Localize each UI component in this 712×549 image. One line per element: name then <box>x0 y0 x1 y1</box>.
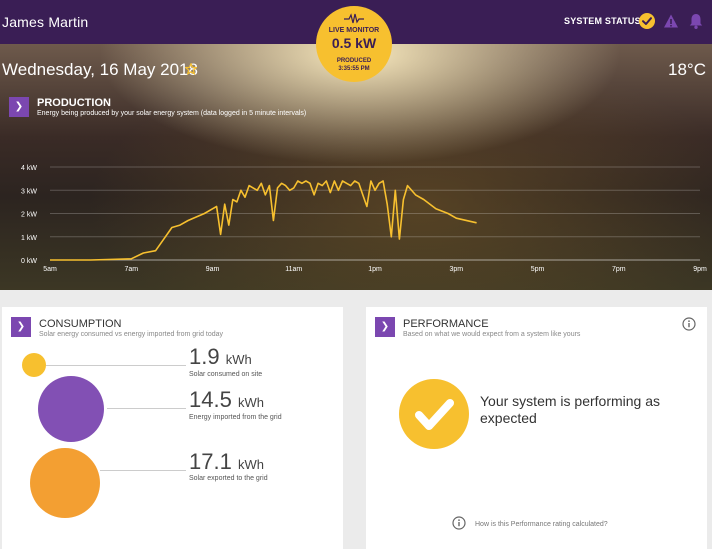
live-monitor-value: 0.5 kW <box>331 35 377 51</box>
user-name[interactable]: James Martin <box>2 14 89 30</box>
current-date: Wednesday, 16 May 2018 <box>2 60 198 79</box>
grid-import-bubble <box>38 376 104 442</box>
star-icon[interactable] <box>185 63 197 75</box>
pulse-icon <box>344 13 364 24</box>
value-unit: kWh <box>225 352 252 367</box>
value-number: 17.1 <box>189 449 232 474</box>
y-tick-label: 2 kW <box>21 212 37 219</box>
y-tick-label: 0 kW <box>21 258 37 265</box>
x-tick-label: 5am <box>43 266 57 273</box>
info-icon[interactable] <box>452 516 466 530</box>
live-monitor-badge[interactable]: LIVE MONITOR 0.5 kW PRODUCED 3:35:55 PM <box>316 6 392 82</box>
bell-icon[interactable] <box>688 12 704 30</box>
x-tick-label: 11am <box>285 266 302 273</box>
consumption-card: ❯ CONSUMPTION Solar energy consumed vs e… <box>2 307 343 549</box>
connector-line <box>100 470 186 471</box>
consumption-title: CONSUMPTION <box>39 318 122 330</box>
x-tick-label: 7am <box>124 266 138 273</box>
info-icon[interactable] <box>682 317 696 331</box>
system-status-label[interactable]: SYSTEM STATUS <box>564 16 641 26</box>
connector-line <box>46 365 186 366</box>
produced-time: 3:35:55 PM <box>338 66 370 72</box>
x-tick-label: 3pm <box>449 266 463 273</box>
x-tick-label: 9pm <box>693 266 707 273</box>
x-tick-label: 1pm <box>368 266 382 273</box>
production-subtitle: Energy being produced by your solar ener… <box>37 110 307 117</box>
temperature: 18°C <box>668 60 706 79</box>
production-series-line <box>50 180 477 261</box>
warning-icon[interactable] <box>663 13 679 29</box>
check-circle-icon[interactable] <box>639 13 655 29</box>
y-tick-label: 3 kW <box>21 188 37 195</box>
x-tick-label: 5pm <box>531 266 545 273</box>
grid-import-label: Energy imported from the grid <box>189 414 282 421</box>
consumption-expand-button[interactable]: ❯ <box>11 317 31 337</box>
chevron-right-icon: ❯ <box>16 321 26 332</box>
production-title: PRODUCTION <box>37 97 111 109</box>
solar-exported-bubble <box>30 448 100 518</box>
check-icon <box>399 379 469 449</box>
x-tick-label: 7pm <box>612 266 626 273</box>
solar-exported-label: Solar exported to the grid <box>189 475 268 482</box>
performance-card: ❯ PERFORMANCE Based on what we would exp… <box>366 307 707 549</box>
solar-consumed-bubble <box>22 353 46 377</box>
solar-exported-value: 17.1 kWh <box>189 449 264 475</box>
live-monitor-label: LIVE MONITOR <box>328 27 380 34</box>
grid-import-value: 14.5 kWh <box>189 387 264 413</box>
chevron-right-icon: ❯ <box>380 321 390 332</box>
consumption-subtitle: Solar energy consumed vs energy imported… <box>39 331 224 338</box>
performance-subtitle: Based on what we would expect from a sys… <box>403 331 581 338</box>
value-number: 14.5 <box>189 387 232 412</box>
production-expand-button[interactable]: ❯ <box>9 97 29 117</box>
chevron-right-icon: ❯ <box>14 101 24 112</box>
production-hero: Wednesday, 16 May 2018 18°C ❯ PRODUCTION… <box>0 44 712 290</box>
performance-message: Your system is performing as expected <box>480 393 660 426</box>
performance-title: PERFORMANCE <box>403 318 489 330</box>
solar-consumed-value: 1.9 kWh <box>189 344 252 370</box>
y-tick-label: 4 kW <box>21 165 37 172</box>
connector-line <box>107 408 186 409</box>
performance-rating-link[interactable]: How is this Performance rating calculate… <box>475 521 608 528</box>
value-number: 1.9 <box>189 344 220 369</box>
y-tick-label: 1 kW <box>21 235 37 242</box>
production-chart[interactable]: 0 kW 1 kW 2 kW 3 kW 4 kW 5am 7am 9am 11am 1pm 3pm 5… <box>0 144 712 284</box>
solar-consumed-label: Solar consumed on site <box>189 371 263 378</box>
value-unit: kWh <box>237 395 264 410</box>
x-tick-label: 9am <box>206 266 220 273</box>
performance-expand-button[interactable]: ❯ <box>375 317 395 337</box>
value-unit: kWh <box>237 457 264 472</box>
produced-label: PRODUCED <box>336 58 372 64</box>
